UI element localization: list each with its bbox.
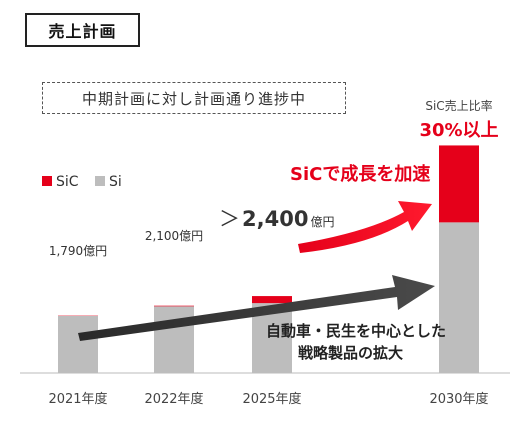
legend-label-sic: SiC bbox=[56, 174, 79, 190]
progress-status-label: 中期計画に対し計画通り進捗中 bbox=[42, 82, 346, 114]
x-tick-label-1: 2022年度 bbox=[144, 391, 203, 407]
data-label-2022: 2,100億円 bbox=[145, 229, 203, 243]
x-tick-labels: 2021年度 2022年度 2025年度 2030年度 bbox=[48, 391, 488, 407]
bar-si-1 bbox=[154, 306, 194, 373]
legend-swatch-sic bbox=[42, 176, 52, 186]
sic-growth-arrow bbox=[298, 201, 432, 253]
strategy-annotation-line2: 戦略製品の拡大 bbox=[298, 344, 403, 362]
x-tick-label-3: 2030年度 bbox=[429, 391, 488, 407]
bar-si-3 bbox=[439, 222, 479, 373]
page-title: 売上計画 bbox=[25, 13, 140, 47]
sic-ratio-label: SiC売上比率 bbox=[425, 98, 492, 113]
data-label-2025-prefix: ＞ bbox=[219, 207, 240, 231]
bar-sic-3 bbox=[439, 145, 479, 223]
x-tick-label-0: 2021年度 bbox=[48, 391, 107, 407]
strategy-annotation-line1: 自動車・民生を中心とした bbox=[266, 322, 446, 340]
bar-si-0 bbox=[58, 315, 98, 373]
legend-swatch-si bbox=[95, 176, 105, 186]
sic-ratio-value: 30%以上 bbox=[419, 120, 498, 141]
data-label-2025: ＞2,400 億円 bbox=[219, 207, 334, 231]
x-tick-label-2: 2025年度 bbox=[242, 391, 301, 407]
data-label-2025-unit: 億円 bbox=[310, 215, 334, 229]
strategy-growth-arrow bbox=[78, 275, 435, 341]
legend-label-si: Si bbox=[109, 174, 122, 190]
data-label-2021: 1,790億円 bbox=[49, 244, 107, 258]
bar-sic-1 bbox=[154, 305, 194, 307]
data-label-2025-value: 2,400 bbox=[242, 207, 308, 231]
bar-sic-2 bbox=[252, 296, 292, 304]
sic-growth-annotation: SiCで成長を加速 bbox=[290, 163, 430, 185]
